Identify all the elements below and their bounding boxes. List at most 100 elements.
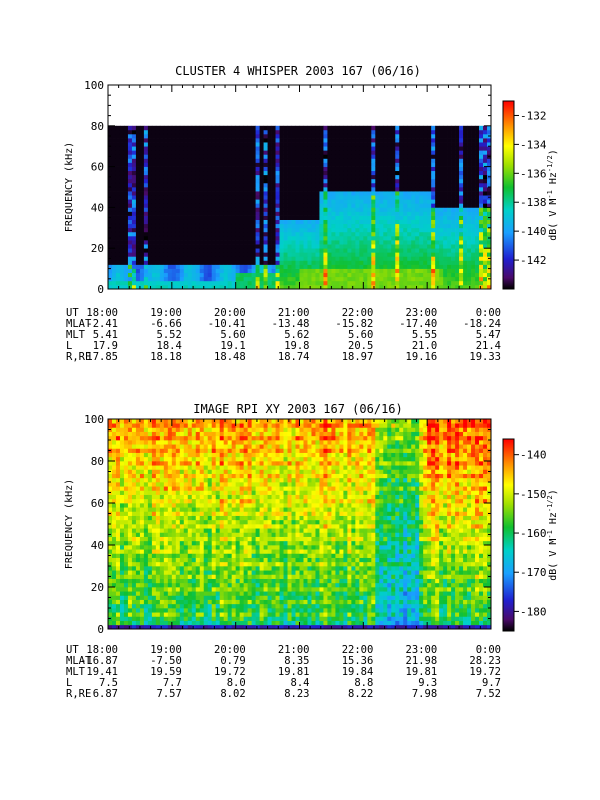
spectrogram-cell: [439, 276, 444, 282]
spectrogram-cell: [463, 203, 468, 208]
spectrogram-cell: [407, 129, 412, 135]
spectrogram-cell: [131, 566, 137, 571]
spectrogram-cell: [451, 129, 456, 135]
spectrogram-cell: [235, 219, 241, 225]
spectrogram-cell: [399, 146, 404, 151]
spectrogram-cell: [259, 158, 264, 163]
spectrogram-cell: [343, 203, 348, 208]
spectrogram-cell: [171, 138, 177, 143]
spectrogram-cell: [155, 528, 161, 533]
spectrogram-cell: [179, 498, 185, 504]
spectrogram-cell: [119, 419, 125, 424]
spectrogram-cell: [387, 284, 392, 290]
spectrogram-cell: [331, 150, 336, 155]
spectrogram-cell: [143, 440, 149, 445]
spectrogram-cell: [131, 227, 137, 233]
spectrogram-cell: [175, 129, 181, 135]
spectrogram-cell: [307, 219, 312, 225]
spectrogram-cell: [255, 142, 260, 147]
spectrogram-cell: [399, 219, 404, 225]
spectrogram-cell: [131, 473, 137, 479]
spectrogram-cell: [131, 174, 137, 180]
spectrogram-cell: [467, 199, 472, 204]
spectrogram-cell: [139, 423, 145, 428]
spectrogram-cell: [463, 240, 468, 245]
spectrogram-cell: [143, 524, 149, 529]
spectrogram-cell: [207, 215, 213, 220]
spectrogram-cell: [203, 219, 209, 225]
spectrogram-cell: [375, 268, 380, 274]
spectrogram-cell: [135, 244, 141, 249]
spectrogram-cell: [371, 211, 376, 216]
spectrogram-cell: [139, 612, 145, 617]
spectrogram-cell: [439, 223, 444, 229]
spectrogram-cell: [271, 125, 276, 131]
spectrogram-cell: [175, 444, 181, 449]
spectrogram-cell: [379, 203, 384, 208]
spectrogram-cell: [295, 195, 300, 200]
spectrogram-cell: [239, 142, 244, 147]
spectrogram-cell: [327, 129, 332, 135]
spectrogram-cell: [439, 138, 444, 143]
spectrogram-cell: [467, 170, 472, 176]
spectrogram-cell: [123, 624, 129, 630]
spectrogram-cell: [271, 219, 276, 225]
spectrogram-cell: [363, 207, 368, 212]
spectrogram-cell: [467, 272, 472, 278]
spectrogram-cell: [471, 182, 476, 188]
spectrogram-cell: [439, 264, 444, 269]
spectrogram-cell: [215, 150, 221, 155]
spectrogram-cell: [159, 276, 165, 282]
spectrogram-cell: [355, 146, 360, 151]
spectrogram-cell: [319, 280, 324, 286]
spectrogram-cell: [363, 256, 368, 261]
spectrogram-cell: [127, 624, 133, 630]
spectrogram-cell: [443, 154, 448, 159]
spectrogram-cell: [295, 231, 300, 237]
spectrogram-cell: [263, 129, 268, 135]
spectrogram-cell: [439, 244, 444, 249]
spectrogram-cell: [271, 260, 276, 265]
spectrogram-cell: [343, 146, 348, 151]
spectrogram-cell: [139, 624, 145, 630]
spectrogram-cell: [459, 240, 464, 245]
spectrogram-cell: [108, 444, 113, 449]
spectrogram-cell: [183, 174, 189, 180]
spectrogram-cell: [463, 244, 468, 249]
spectrogram-cell: [435, 129, 440, 135]
spectrogram-cell: [339, 146, 344, 151]
spectrogram-cell: [127, 264, 133, 269]
spectrogram-cell: [127, 162, 133, 167]
spectrogram-cell: [175, 528, 181, 533]
spectrogram-cell: [435, 178, 440, 184]
spectrogram-cell: [419, 170, 424, 176]
spectrogram-cell: [279, 215, 284, 220]
spectrogram-cell: [227, 248, 233, 253]
spectrogram-cell: [151, 557, 157, 563]
spectrogram-cell: [187, 187, 193, 192]
spectrogram-cell: [219, 166, 225, 172]
spectrogram-cell: [235, 280, 241, 286]
spectrogram-cell: [179, 524, 185, 529]
spectrogram-cell: [327, 244, 332, 249]
spectrogram-cell: [279, 268, 284, 274]
spectrogram-cell: [463, 211, 468, 216]
spectrogram-cell: [451, 125, 456, 131]
spectrogram-cell: [223, 170, 229, 176]
spectrogram-cell: [108, 507, 113, 512]
spectrogram-cell: [407, 162, 412, 167]
spectrogram-cell: [159, 570, 165, 575]
spectrogram-cell: [391, 182, 396, 188]
spectrogram-cell: [359, 264, 364, 269]
spectrogram-cell: [135, 477, 141, 483]
spectrogram-cell: [423, 142, 428, 147]
spectrogram-cell: [355, 240, 360, 245]
spectrogram-cell: [131, 150, 137, 155]
spectrogram-cell: [183, 154, 189, 159]
spectrogram-cell: [151, 431, 157, 437]
spectrogram-cell: [163, 252, 169, 257]
spectrogram-cell: [283, 178, 288, 184]
spectrogram-cell: [143, 620, 149, 626]
spectrogram-cell: [235, 133, 241, 139]
spectrogram-cell: [455, 231, 460, 237]
